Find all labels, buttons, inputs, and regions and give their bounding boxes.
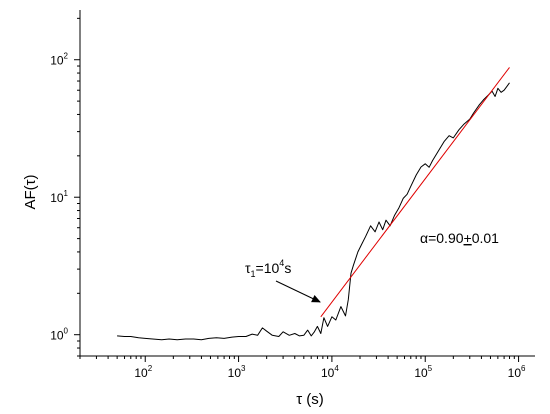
alpha-annotation: α=0.90+0.01 — [420, 230, 499, 246]
fit-line — [320, 67, 510, 318]
tau1-equals: =10 — [256, 260, 280, 276]
tau1-symbol: τ — [245, 260, 251, 276]
alpha-equals: =0.90 — [428, 230, 464, 246]
tau1-exponent: 4 — [279, 258, 284, 268]
x-tick-label: 104 — [321, 364, 339, 380]
x-tick-label: 106 — [508, 364, 526, 380]
x-tick-label: 102 — [134, 364, 152, 380]
tau1-subscript: 1 — [251, 269, 256, 279]
svg-text:α=0.90+0.01: α=0.90+0.01 — [420, 230, 499, 246]
tau1-annotation: τ1=104s — [245, 258, 321, 303]
data-series-line — [117, 82, 510, 341]
x-tick-label: 105 — [414, 364, 432, 380]
y-tick-label: 101 — [50, 189, 68, 205]
plot-frame — [79, 10, 535, 357]
y-axis-ticks: 100 101 102 — [50, 17, 80, 357]
x-axis-title: τ (s) — [296, 391, 324, 408]
y-tick-label: 100 — [50, 327, 68, 343]
alpha-error: 0.01 — [472, 230, 499, 246]
tau1-arrow — [275, 280, 321, 303]
alpha-plusminus: + — [464, 230, 472, 246]
x-tick-label: 103 — [228, 364, 246, 380]
y-axis-title: AF(τ) — [22, 174, 39, 209]
alpha-symbol: α — [420, 230, 428, 246]
series-layer — [117, 67, 510, 341]
tau1-unit: s — [284, 260, 291, 276]
svg-text:τ1=104s: τ1=104s — [245, 258, 291, 279]
x-axis-ticks: 102 103 104 105 106 — [79, 356, 526, 380]
y-tick-label: 102 — [50, 52, 68, 68]
